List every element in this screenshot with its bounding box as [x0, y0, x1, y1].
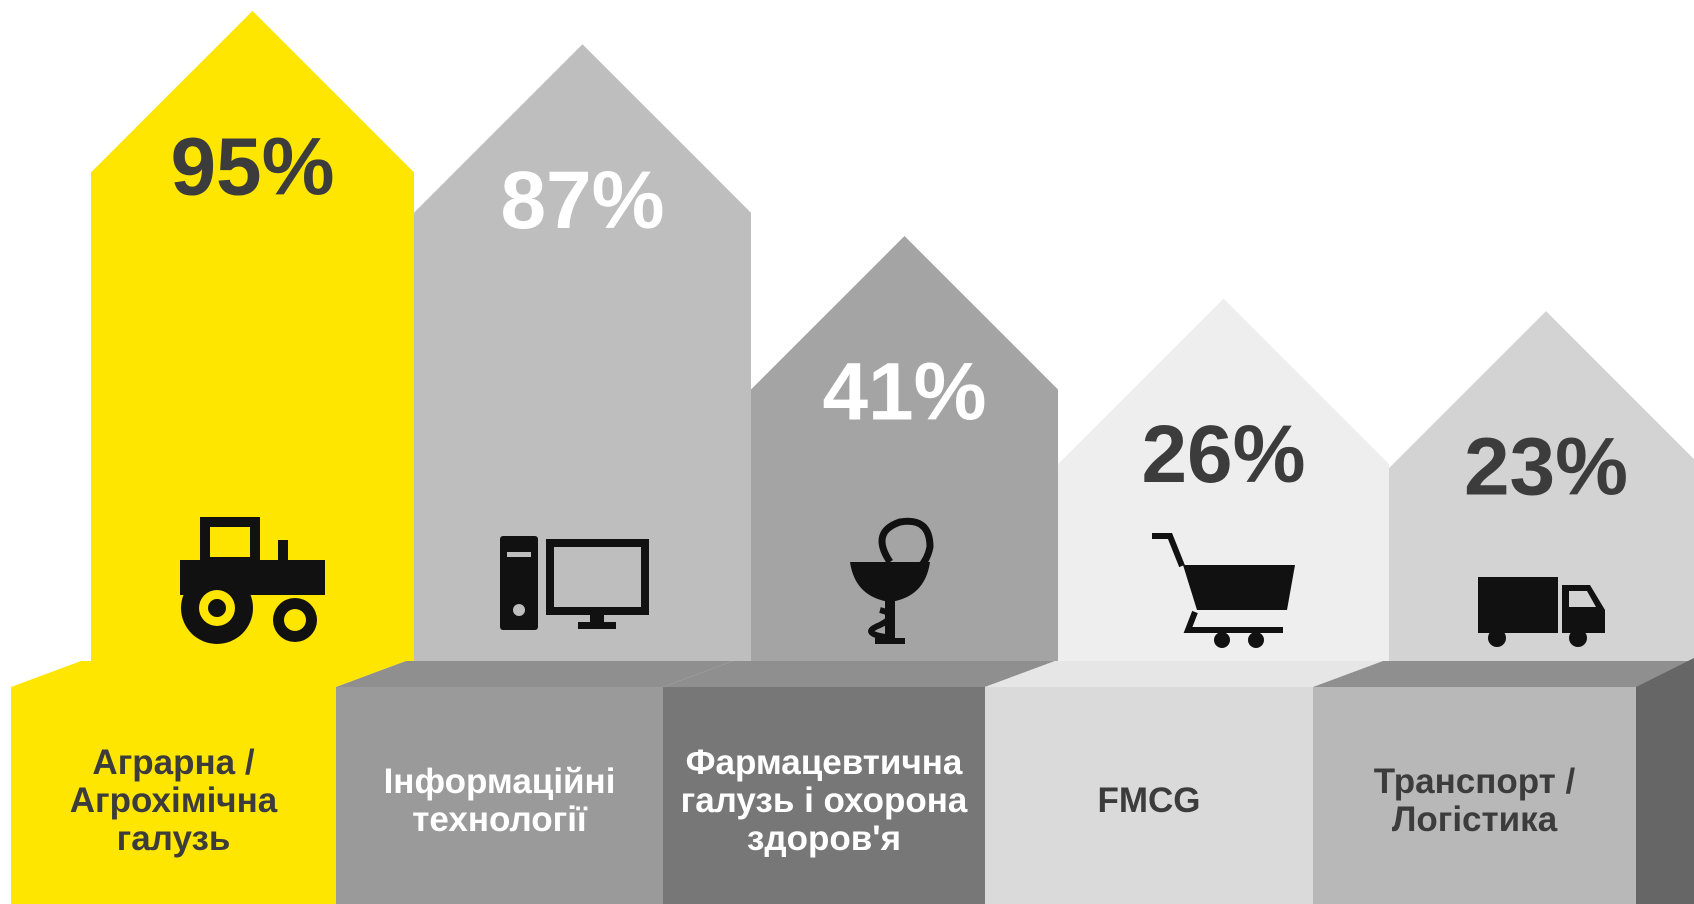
base-top: [336, 661, 733, 687]
value-label: 23%: [1464, 422, 1628, 513]
base-top: [663, 661, 1055, 687]
base-top: [11, 661, 406, 687]
tractor-icon: [180, 517, 325, 644]
value-label: 41%: [822, 347, 986, 438]
value-label: 87%: [500, 155, 664, 246]
house: [1058, 298, 1389, 661]
computer-icon: [500, 536, 649, 630]
category-label: FMCG: [1097, 781, 1201, 820]
pharmacy-icon: [850, 517, 934, 644]
category-label: Фармацевтична галузь і охорона здоров'я: [680, 743, 968, 858]
house: [414, 44, 751, 661]
category-label: Аграрна / Агрохімічна галузь: [69, 743, 278, 858]
base-top: [1313, 661, 1694, 687]
category-label: Інформаційні технології: [383, 762, 616, 839]
house: [751, 236, 1058, 661]
base-side: [1636, 658, 1694, 904]
truck-icon: [1478, 577, 1605, 647]
house: [1389, 311, 1694, 661]
base-front: [1313, 687, 1636, 904]
base-front: [11, 687, 336, 904]
value-label: 26%: [1141, 409, 1305, 500]
base-front: [985, 687, 1313, 904]
base-front: [663, 687, 985, 904]
cart-icon: [1152, 533, 1295, 648]
base-top: [985, 661, 1383, 687]
base-front: [336, 687, 663, 904]
icons: [180, 517, 1605, 648]
house: [91, 10, 414, 662]
value-label: 95%: [170, 122, 334, 213]
category-label: Транспорт / Логістика: [1373, 762, 1576, 839]
